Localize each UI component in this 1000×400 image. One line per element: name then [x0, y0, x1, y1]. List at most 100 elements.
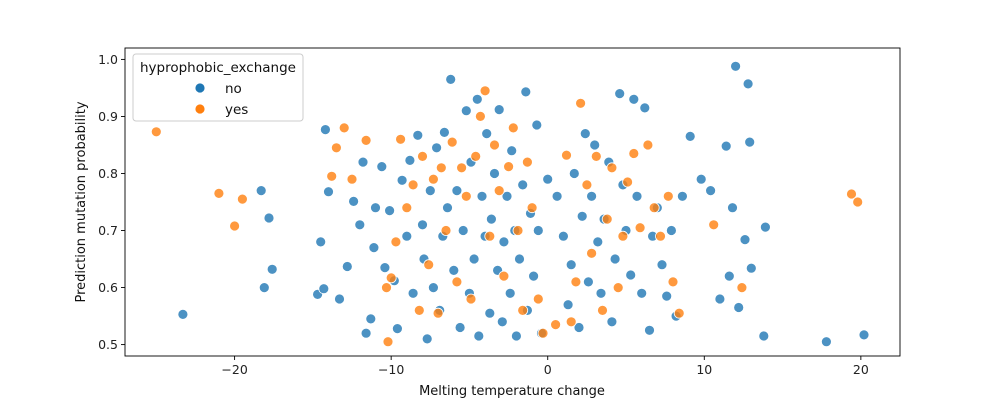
point-yes-67 — [846, 188, 857, 200]
point-yes-53 — [606, 162, 618, 174]
point-yes-22 — [440, 225, 452, 236]
point-no-111 — [714, 293, 726, 305]
point-no-107 — [677, 190, 688, 202]
point-yes-46 — [570, 276, 582, 288]
point-no-95 — [625, 269, 637, 281]
point-no-41 — [451, 185, 463, 197]
point-no-72 — [532, 225, 544, 236]
point-yes-36 — [507, 122, 519, 134]
point-no-47 — [468, 253, 480, 265]
point-no-74 — [542, 173, 554, 185]
point-no-75 — [551, 190, 563, 202]
point-no-92 — [614, 88, 626, 99]
point-yes-52 — [601, 213, 613, 225]
point-no-104 — [661, 290, 673, 302]
point-no-54 — [485, 213, 497, 225]
point-yes-45 — [565, 316, 577, 328]
point-yes-31 — [484, 230, 496, 242]
point-yes-29 — [474, 111, 486, 122]
point-yes-27 — [465, 293, 477, 305]
point-yes-33 — [493, 185, 505, 197]
point-yes-55 — [617, 230, 629, 242]
point-no-24 — [396, 174, 408, 186]
point-yes-25 — [456, 162, 468, 174]
point-yes-64 — [673, 307, 685, 319]
point-no-5 — [319, 124, 331, 136]
y-tick-label: 1.0 — [98, 52, 118, 67]
point-yes-2 — [229, 220, 241, 232]
point-yes-24 — [451, 276, 463, 288]
point-no-58 — [496, 316, 508, 328]
point-yes-60 — [648, 202, 660, 214]
point-no-25 — [401, 230, 413, 242]
point-no-16 — [365, 313, 377, 325]
y-tick-label: 0.6 — [98, 280, 118, 295]
point-no-81 — [576, 210, 588, 222]
y-axis: 0.5 0.6 0.7 0.8 0.9 1.0 — [98, 52, 125, 352]
x-tick-label: 20 — [853, 362, 869, 377]
point-no-53 — [484, 307, 496, 319]
point-no-113 — [727, 202, 738, 214]
point-no-108 — [684, 130, 696, 142]
x-axis: −20 −10 0 10 20 — [221, 356, 869, 377]
point-no-18 — [370, 202, 381, 214]
point-no-11 — [341, 261, 353, 272]
point-no-103 — [656, 259, 668, 271]
legend-box — [132, 53, 304, 122]
point-no-49 — [473, 330, 485, 342]
legend-label-no: no — [225, 81, 242, 97]
point-no-98 — [636, 287, 648, 299]
point-yes-62 — [662, 190, 674, 202]
point-no-70 — [528, 270, 539, 282]
point-yes-63 — [667, 276, 679, 288]
point-yes-3 — [236, 193, 248, 205]
point-yes-41 — [532, 293, 544, 305]
point-yes-37 — [512, 225, 524, 236]
legend-marker-yes — [194, 103, 206, 115]
point-no-85 — [589, 139, 601, 151]
point-no-115 — [733, 302, 745, 313]
plot-frame — [124, 47, 901, 357]
point-yes-44 — [561, 149, 572, 161]
point-no-114 — [730, 60, 741, 72]
point-no-66 — [517, 179, 529, 191]
point-no-10 — [334, 293, 345, 305]
point-no-116 — [739, 234, 751, 246]
point-no-44 — [460, 105, 472, 117]
point-no-110 — [705, 185, 716, 197]
point-no-14 — [357, 156, 369, 168]
point-yes-59 — [642, 139, 654, 151]
point-yes-30 — [479, 85, 491, 97]
point-no-48 — [471, 93, 483, 105]
point-no-15 — [360, 327, 372, 339]
point-yes-68 — [852, 196, 864, 208]
y-tick-label: 0.7 — [98, 223, 118, 238]
point-yes-61 — [655, 230, 666, 242]
point-yes-17 — [417, 150, 428, 162]
point-no-42 — [454, 322, 466, 333]
point-yes-4 — [326, 170, 338, 182]
point-no-119 — [745, 262, 757, 274]
point-yes-23 — [446, 136, 458, 148]
y-axis-title: Prediction mutation probability — [74, 101, 89, 302]
point-no-86 — [592, 236, 604, 248]
point-no-118 — [744, 136, 756, 148]
point-yes-13 — [395, 133, 407, 145]
point-no-32 — [424, 185, 436, 197]
point-no-109 — [695, 173, 707, 185]
point-no-28 — [412, 129, 424, 141]
point-no-71 — [531, 119, 543, 131]
point-no-20 — [379, 262, 391, 274]
point-no-67 — [520, 86, 532, 98]
point-no-2 — [263, 212, 275, 224]
point-no-0 — [177, 308, 189, 320]
point-yes-54 — [612, 282, 624, 294]
point-no-52 — [481, 128, 493, 140]
point-no-90 — [606, 316, 618, 328]
point-no-61 — [504, 287, 516, 299]
point-yes-42 — [537, 327, 549, 339]
point-yes-12 — [390, 236, 402, 248]
point-yes-20 — [432, 307, 444, 319]
point-yes-47 — [575, 97, 586, 109]
point-no-21 — [384, 205, 396, 217]
